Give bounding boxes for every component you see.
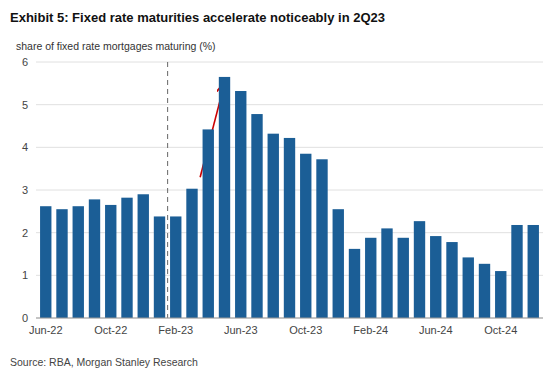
bar [138,194,149,318]
bar [154,216,165,318]
bar [170,216,181,318]
plot-area [168,62,225,318]
x-tick-label: Feb-24 [353,324,388,336]
y-tick-label: 6 [22,56,28,68]
x-tick-label: Jun-22 [29,324,63,336]
grid-line [36,62,543,63]
bar [219,77,230,318]
bar [300,154,311,318]
chart: Exhibit 5: Fixed rate maturities acceler… [0,0,557,376]
bar [268,134,279,318]
x-tick-label: Oct-23 [289,324,322,336]
x-tick-label: Jun-23 [224,324,258,336]
bar [316,159,327,318]
y-tick-label: 3 [22,184,28,196]
bar [446,242,457,318]
bar [479,264,490,318]
y-label: share of fixed rate mortgages maturing (… [16,40,216,52]
bar [203,129,214,318]
x-tick-label: Oct-22 [94,324,127,336]
bar [89,199,100,318]
x-tick-label: Oct-24 [484,324,517,336]
x-tick-label: Feb-23 [158,324,193,336]
bar [105,205,116,318]
dashed-line [167,62,168,318]
bar [56,209,67,318]
grid-line [36,318,543,319]
bar [40,206,51,318]
bar [528,225,539,318]
grid-line [36,104,543,105]
bar [333,209,344,318]
bar [121,198,132,318]
y-tick-label: 2 [22,227,28,239]
bar [349,249,360,318]
bar [511,225,522,318]
y-tick-label: 1 [22,269,28,281]
title: Exhibit 5: Fixed rate maturities acceler… [10,10,385,25]
bar [284,138,295,318]
y-tick-label: 4 [22,141,28,153]
y-tick-label: 5 [22,99,28,111]
x-axis-line [36,318,543,319]
bar [235,91,246,318]
bar [186,189,197,318]
bar [463,257,474,318]
bar [430,236,441,318]
y-tick-label: 0 [22,312,28,324]
bar [495,271,506,318]
bar [365,238,376,318]
bar [381,228,392,318]
bar [251,114,262,318]
x-tick-label: Jun-24 [419,324,453,336]
bar [414,221,425,318]
bar [73,206,84,318]
source: Source: RBA, Morgan Stanley Research [10,356,198,368]
bar [398,238,409,318]
